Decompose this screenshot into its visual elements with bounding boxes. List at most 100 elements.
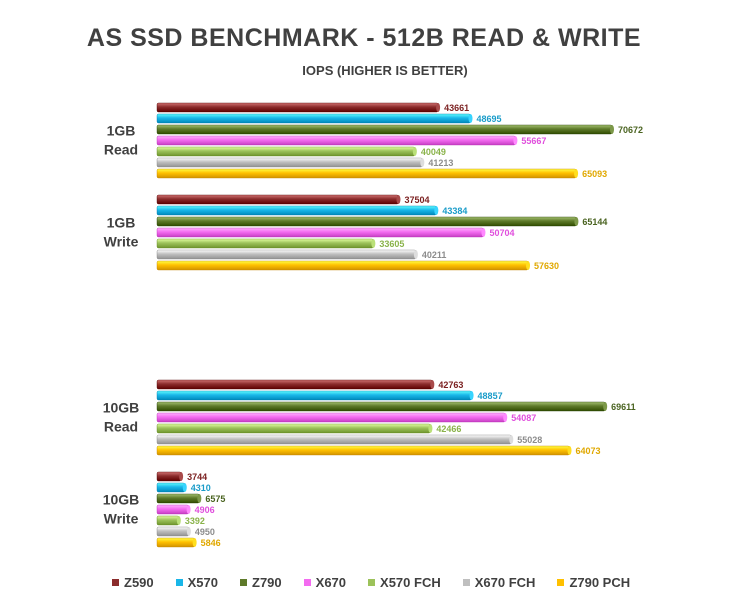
data-label: 40211 bbox=[422, 250, 447, 260]
bar-z790-pch bbox=[156, 445, 570, 456]
data-label: 33605 bbox=[379, 239, 404, 249]
bar-x570-fch bbox=[156, 423, 431, 434]
legend-swatch bbox=[462, 579, 470, 586]
data-label: 69611 bbox=[611, 402, 636, 412]
data-label: 64073 bbox=[576, 446, 601, 456]
bar-end-cap bbox=[481, 228, 486, 237]
legend-label: X570 FCH bbox=[380, 575, 441, 590]
bar-end-cap bbox=[603, 402, 608, 411]
bar-z790-pch bbox=[156, 260, 529, 271]
bar-end-cap bbox=[526, 261, 531, 270]
data-label: 57630 bbox=[534, 261, 559, 271]
category-label: 1GB Write bbox=[104, 215, 139, 250]
bar-end-cap bbox=[192, 538, 197, 547]
bar-end-cap bbox=[469, 391, 474, 400]
data-label: 43384 bbox=[442, 206, 467, 216]
legend-label: Z790 bbox=[252, 575, 282, 590]
bar-end-cap bbox=[574, 217, 579, 226]
bar-end-cap bbox=[574, 169, 579, 178]
legend-swatch bbox=[175, 579, 183, 586]
legend-label: X570 bbox=[187, 575, 219, 590]
legend-label: X670 bbox=[315, 575, 347, 590]
chart-title: AS SSD BENCHMARK - 512B READ & WRITE bbox=[86, 24, 642, 52]
bar-x670-fch bbox=[156, 434, 512, 445]
legend-label: Z790 PCH bbox=[569, 575, 631, 590]
category-label: 10GB Write bbox=[103, 492, 140, 527]
legend-item: X570 bbox=[175, 575, 219, 590]
data-label: 4950 bbox=[195, 527, 215, 537]
legend-item: Z790 PCH bbox=[557, 575, 630, 590]
data-label: 55028 bbox=[517, 435, 542, 445]
legend-swatch bbox=[112, 579, 119, 586]
data-label: 37504 bbox=[404, 195, 429, 205]
data-label: 70672 bbox=[618, 125, 643, 135]
bar-end-cap bbox=[186, 505, 191, 514]
bar-end-cap bbox=[396, 195, 401, 204]
bar-end-cap bbox=[176, 516, 181, 525]
bar-z590 bbox=[156, 194, 399, 205]
bar-x570 bbox=[156, 113, 471, 124]
category-label: 10GB Read bbox=[103, 400, 140, 435]
data-label: 40049 bbox=[421, 147, 446, 157]
bar-x670-fch bbox=[156, 249, 417, 260]
bar-end-cap bbox=[610, 125, 614, 134]
data-label: 50704 bbox=[489, 228, 514, 238]
legend-label: Z590 bbox=[124, 575, 154, 590]
bar-z590 bbox=[156, 102, 439, 113]
data-label: 65144 bbox=[582, 217, 607, 227]
bar-end-cap bbox=[413, 250, 418, 259]
bar-x670 bbox=[156, 135, 516, 146]
bar-end-cap bbox=[567, 446, 572, 455]
bars-layer bbox=[156, 102, 614, 548]
category-label: 1GB Read bbox=[104, 123, 138, 158]
chart-subtitle: IOPS (HIGHER IS BETTER) bbox=[302, 63, 468, 78]
bar-x570-fch bbox=[156, 238, 374, 249]
legend-item: X570 FCH bbox=[368, 575, 441, 590]
bar-end-cap bbox=[182, 483, 187, 492]
bar-x570 bbox=[156, 390, 472, 401]
bar-z590 bbox=[156, 379, 433, 390]
data-label: 41213 bbox=[428, 158, 453, 168]
data-label: 65093 bbox=[582, 169, 607, 179]
bar-end-cap bbox=[434, 206, 439, 215]
data-label: 6575 bbox=[205, 494, 225, 504]
data-label: 42466 bbox=[436, 424, 461, 434]
bar-z790-pch bbox=[156, 168, 577, 179]
bar-x670 bbox=[156, 412, 506, 423]
data-label: 48857 bbox=[478, 391, 503, 401]
category-labels: 1GB Read 1GB Write 10GB Read 10GB Write bbox=[103, 123, 140, 527]
bar-x670 bbox=[156, 504, 189, 515]
data-label: 43661 bbox=[444, 103, 469, 113]
bar-end-cap bbox=[197, 494, 202, 503]
bar-x670-fch bbox=[156, 526, 190, 537]
bar-end-cap bbox=[509, 435, 514, 444]
legend-label: X670 FCH bbox=[474, 575, 536, 590]
bar-end-cap bbox=[513, 136, 518, 145]
legend-item: X670 bbox=[303, 575, 347, 590]
bar-end-cap bbox=[430, 380, 435, 389]
bar-z790 bbox=[156, 401, 606, 412]
bar-z790 bbox=[156, 124, 613, 135]
data-label: 3744 bbox=[187, 472, 207, 482]
data-label: 4906 bbox=[195, 505, 215, 515]
legend-item: Z590 bbox=[112, 575, 154, 590]
bar-end-cap bbox=[503, 413, 508, 422]
bar-end-cap bbox=[371, 239, 376, 248]
bar-z590 bbox=[156, 471, 182, 482]
legend-swatch bbox=[557, 579, 565, 586]
bar-end-cap bbox=[186, 527, 191, 536]
bar-end-cap bbox=[412, 147, 417, 156]
legend-item: Z790 bbox=[240, 575, 282, 590]
bar-end-cap bbox=[428, 424, 433, 433]
bar-z790-pch bbox=[156, 537, 195, 548]
bar-z790 bbox=[156, 216, 577, 227]
bar-end-cap bbox=[436, 103, 441, 112]
legend-item: X670 FCH bbox=[462, 575, 536, 590]
bar-end-cap bbox=[468, 114, 473, 123]
bar-end-cap bbox=[179, 472, 184, 481]
data-label: 3392 bbox=[185, 516, 205, 526]
data-label: 48695 bbox=[477, 114, 502, 124]
bar-x570 bbox=[156, 482, 185, 493]
